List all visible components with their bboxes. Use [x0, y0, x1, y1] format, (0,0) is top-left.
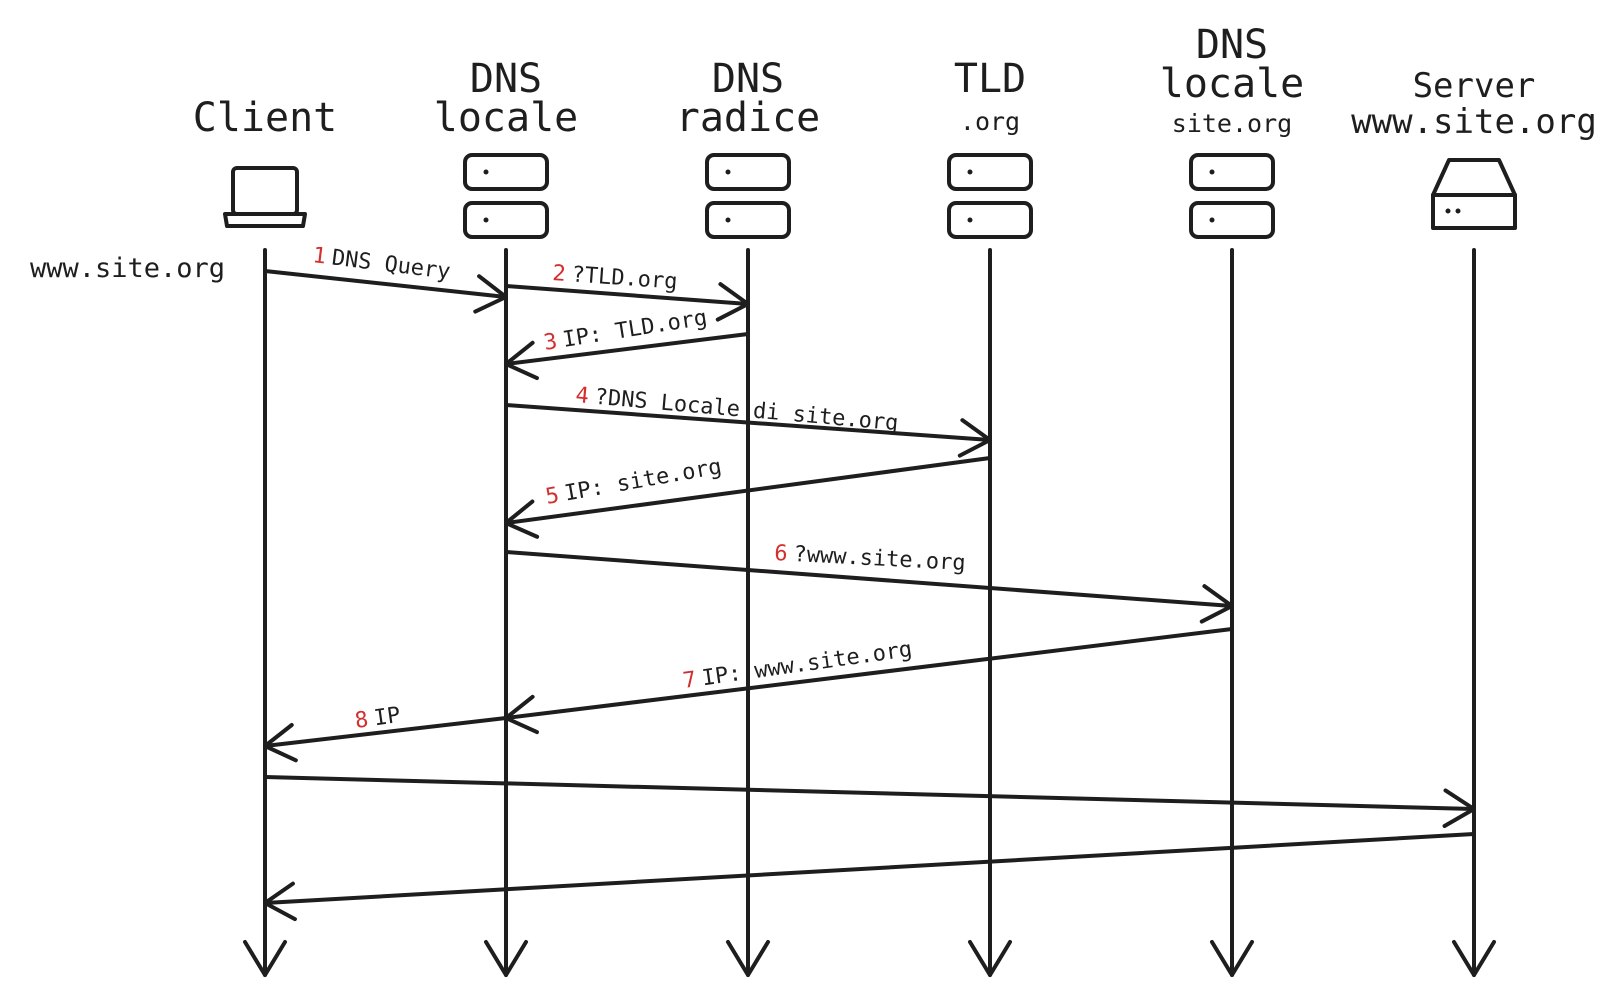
actor-title-line: DNS — [1196, 22, 1268, 68]
message-arrow — [504, 627, 1234, 720]
message-number: 7 — [681, 667, 698, 694]
message-arrowhead — [957, 418, 992, 458]
server-rack-icon — [705, 153, 791, 239]
message-label: 5IP: site.org — [544, 454, 724, 510]
message-label: 6 ?www.site.org — [774, 541, 966, 576]
lifeline-arrowhead — [968, 940, 1012, 977]
message-arrow — [263, 716, 508, 748]
message-arrowhead — [715, 282, 750, 322]
actor-title-line: TLD — [954, 56, 1026, 102]
message-number: 8 — [353, 707, 370, 734]
message-arrow — [504, 550, 1234, 608]
message-arrowhead — [263, 881, 297, 922]
message-text: ?www.site.org — [793, 542, 966, 576]
message-arrowhead — [1442, 788, 1476, 828]
message-arrow — [263, 832, 1476, 905]
actor-title-line: radice — [676, 95, 821, 141]
message-8: 8 IP — [263, 703, 508, 763]
actor-client: Client — [193, 95, 338, 141]
message-2: 2 ?TLD.org — [504, 261, 750, 322]
message-label: 7 IP: www.site.org — [681, 637, 913, 694]
actor-title-line: locale — [434, 95, 579, 141]
message-arrowhead — [504, 340, 539, 381]
lifeline-arrowhead — [484, 940, 528, 977]
lifeline-arrowhead — [726, 940, 770, 977]
message-text: ?TLD.org — [571, 262, 678, 294]
server-rack-icon — [1189, 153, 1275, 239]
lifeline-dns-locale — [484, 248, 528, 977]
server-rack-icon — [463, 153, 549, 239]
server-box-icon — [1431, 158, 1517, 230]
actor-subtitle: .org — [960, 107, 1020, 136]
message-arrow — [504, 456, 992, 525]
lifeline-server — [1452, 248, 1496, 977]
lifeline-arrowhead — [1452, 940, 1496, 977]
actor-icons — [223, 153, 1517, 239]
message-label: 4 ?DNS Locale di site.org — [574, 383, 899, 436]
message-text: IP — [372, 703, 402, 731]
message-arrowhead — [473, 274, 508, 314]
message-9 — [263, 775, 1476, 828]
message-label: 8 IP — [353, 703, 402, 734]
lifeline-tld — [968, 248, 1012, 977]
client-url-label: www.site.org — [30, 253, 225, 284]
message-number: 6 — [774, 541, 789, 567]
message-1: 1 DNS Query — [263, 243, 508, 314]
message-number: 2 — [552, 261, 567, 287]
actor-headers: ClientDNSlocaleDNSradiceTLD.orgDNSlocale… — [193, 22, 1597, 142]
actor-title-line: Client — [193, 95, 338, 141]
actor-tld: TLD .org — [954, 56, 1026, 136]
actor-title-line: DNS — [712, 56, 784, 102]
message-arrowhead — [504, 499, 540, 539]
message-number: 1 — [311, 243, 327, 269]
actor-title-line: locale — [1160, 61, 1305, 107]
laptop-icon — [223, 166, 307, 228]
actor-title-line: www.site.org — [1351, 102, 1597, 142]
message-text: IP: TLD.org — [561, 305, 709, 352]
message-arrow — [504, 284, 750, 306]
lifeline-dns-radice — [726, 248, 770, 977]
actor-title-line: DNS — [470, 56, 542, 102]
lifeline-client — [243, 248, 287, 977]
message-10 — [263, 832, 1476, 922]
server-rack-icon — [947, 153, 1033, 239]
message-arrow — [504, 332, 750, 366]
lifeline-arrowhead — [1210, 940, 1254, 977]
actor-subtitle: site.org — [1172, 109, 1292, 138]
message-text: IP: www.site.org — [700, 637, 913, 691]
lifeline-arrowhead — [243, 940, 287, 977]
message-arrow — [504, 403, 992, 442]
actor-title-line: Server — [1413, 66, 1536, 106]
message-number: 3 — [542, 329, 559, 356]
message-arrow — [263, 269, 508, 299]
lifelines — [243, 248, 1496, 977]
message-arrowhead — [1199, 584, 1234, 624]
message-3: 3IP: TLD.org — [504, 305, 750, 381]
message-7: 7 IP: www.site.org — [504, 627, 1234, 735]
lifeline-dns-locale-site — [1210, 248, 1254, 977]
message-arrow — [263, 775, 1476, 811]
message-number: 5 — [544, 483, 561, 510]
message-number: 4 — [574, 383, 589, 409]
message-arrowhead — [263, 723, 298, 763]
message-6: 6 ?www.site.org — [504, 541, 1234, 624]
